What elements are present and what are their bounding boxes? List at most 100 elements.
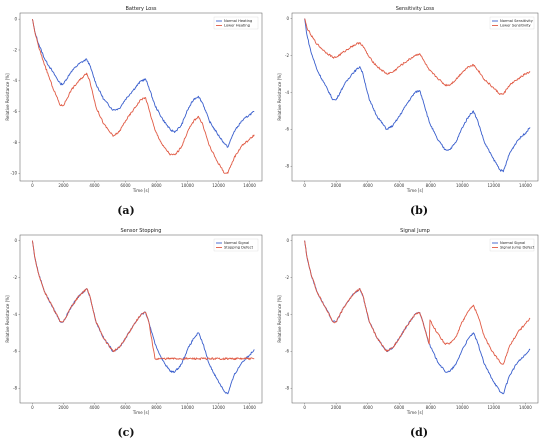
y-tick-label: -4 (285, 90, 289, 95)
y-tick-label: 0 (286, 238, 289, 243)
y-axis-label: Relative Resistance [%] (5, 73, 10, 121)
y-tick-label: -4 (285, 312, 289, 317)
x-tick-label: 4000 (89, 405, 100, 410)
x-tick-label: 8000 (151, 183, 162, 188)
x-tick-label: 10000 (456, 405, 469, 410)
x-tick-label: 12000 (212, 183, 225, 188)
x-tick-label: 6000 (394, 405, 405, 410)
y-tick-label: -6 (285, 349, 289, 354)
x-tick-label: 10000 (181, 183, 194, 188)
x-tick-label: 10000 (181, 405, 194, 410)
y-tick-label: -8 (13, 140, 17, 145)
y-tick-label: -8 (285, 386, 289, 391)
x-tick-label: 2000 (331, 405, 342, 410)
series-line-signal-jump-defect (304, 240, 531, 365)
x-tick-label: 8000 (426, 405, 437, 410)
chart-panel-2: Sensitivity Loss 0 2000 4000 6000 8000 10000 12… (277, 6, 539, 217)
x-tick-label: 8000 (426, 183, 437, 188)
x-axis-label: Time [s] (132, 188, 150, 193)
y-tick-label: -6 (285, 127, 289, 132)
y-tick-label: -2 (13, 47, 17, 52)
x-tick-label: 4000 (363, 183, 374, 188)
legend-entry: Normal Heating (224, 19, 252, 23)
x-tick-label: 6000 (120, 183, 131, 188)
legend-entry: Signal Jump Defect (500, 246, 535, 250)
y-tick-label: -2 (285, 53, 289, 58)
x-tick-label: 6000 (120, 405, 131, 410)
x-tick-label: 0 (31, 183, 34, 188)
chart-title: Signal Jump (400, 228, 430, 234)
y-tick-label: 0 (14, 17, 17, 22)
x-tick-label: 0 (31, 405, 34, 410)
y-tick-label: -4 (13, 78, 17, 83)
x-tick-label: 14000 (243, 183, 256, 188)
x-tick-label: 12000 (487, 405, 500, 410)
legend-box (489, 238, 535, 252)
x-tick-label: 12000 (212, 405, 225, 410)
y-tick-label: 0 (286, 16, 289, 21)
series-line-lower-sensitivity (304, 18, 531, 95)
panel-caption: (b) (410, 204, 428, 217)
x-tick-label: 8000 (151, 405, 162, 410)
plot-area (291, 12, 539, 182)
plot-area (19, 234, 263, 404)
y-tick-label: -2 (13, 275, 17, 280)
x-tick-label: 6000 (394, 183, 405, 188)
series-line-stopping-defect (31, 240, 255, 361)
series-line-normal-sensitivity (304, 18, 531, 173)
chart-panel-1: Battery Loss 0 2000 4000 6000 8000 10000 12000 1… (5, 6, 263, 217)
legend-entry: Normal Signal (500, 241, 525, 245)
y-tick-label: -8 (285, 164, 289, 169)
series-line-normal-heating (31, 19, 255, 148)
x-tick-label: 14000 (519, 183, 532, 188)
x-tick-label: 2000 (331, 183, 342, 188)
chart-panel-4: Signal Jump 0 2000 4000 6000 8000 10000 12000 14… (277, 228, 539, 439)
x-tick-label: 0 (303, 405, 306, 410)
x-tick-label: 2000 (58, 183, 69, 188)
x-tick-label: 14000 (243, 405, 256, 410)
legend-entry: Lower Sensitivity (500, 24, 531, 28)
legend-box (213, 238, 259, 252)
x-tick-label: 0 (303, 183, 306, 188)
x-tick-label: 2000 (58, 405, 69, 410)
series-line-lower-heating (31, 19, 255, 174)
y-tick-label: -10 (10, 171, 17, 176)
y-tick-label: 0 (14, 238, 17, 243)
y-tick-label: -8 (13, 386, 17, 391)
chart-title: Battery Loss (125, 6, 156, 12)
x-tick-label: 4000 (363, 405, 374, 410)
y-tick-label: -2 (285, 275, 289, 280)
plot-area (291, 234, 539, 404)
x-tick-label: 12000 (487, 183, 500, 188)
x-axis-label: Time [s] (406, 188, 424, 193)
y-tick-label: -4 (13, 312, 17, 317)
legend-entry: Normal Sensitivity (500, 19, 534, 23)
y-tick-label: -6 (13, 109, 17, 114)
legend-entry: Lower Heating (224, 24, 250, 28)
x-axis-label: Time [s] (406, 410, 424, 415)
plot-area (19, 12, 263, 182)
y-axis-label: Relative Resistance [%] (277, 73, 282, 121)
panel-caption: (c) (117, 426, 134, 439)
legend-entry: Stopping Defect (224, 246, 254, 250)
y-axis-label: Relative Resistance [%] (5, 295, 10, 343)
chart-panel-3: Sensor Stopping 0 2000 4000 6000 8000 10000 120… (5, 228, 263, 439)
chart-title: Sensitivity Loss (396, 6, 435, 12)
chart-title: Sensor Stopping (120, 228, 161, 234)
legend-box (213, 16, 259, 30)
x-axis-label: Time [s] (132, 410, 150, 415)
x-tick-label: 4000 (89, 183, 100, 188)
legend-box (489, 16, 535, 30)
y-tick-label: -6 (13, 349, 17, 354)
panel-caption: (d) (410, 426, 428, 439)
legend-entry: Normal Signal (224, 241, 249, 245)
x-tick-label: 10000 (456, 183, 469, 188)
x-tick-label: 14000 (519, 405, 532, 410)
y-axis-label: Relative Resistance [%] (277, 295, 282, 343)
panel-caption: (a) (117, 204, 135, 217)
